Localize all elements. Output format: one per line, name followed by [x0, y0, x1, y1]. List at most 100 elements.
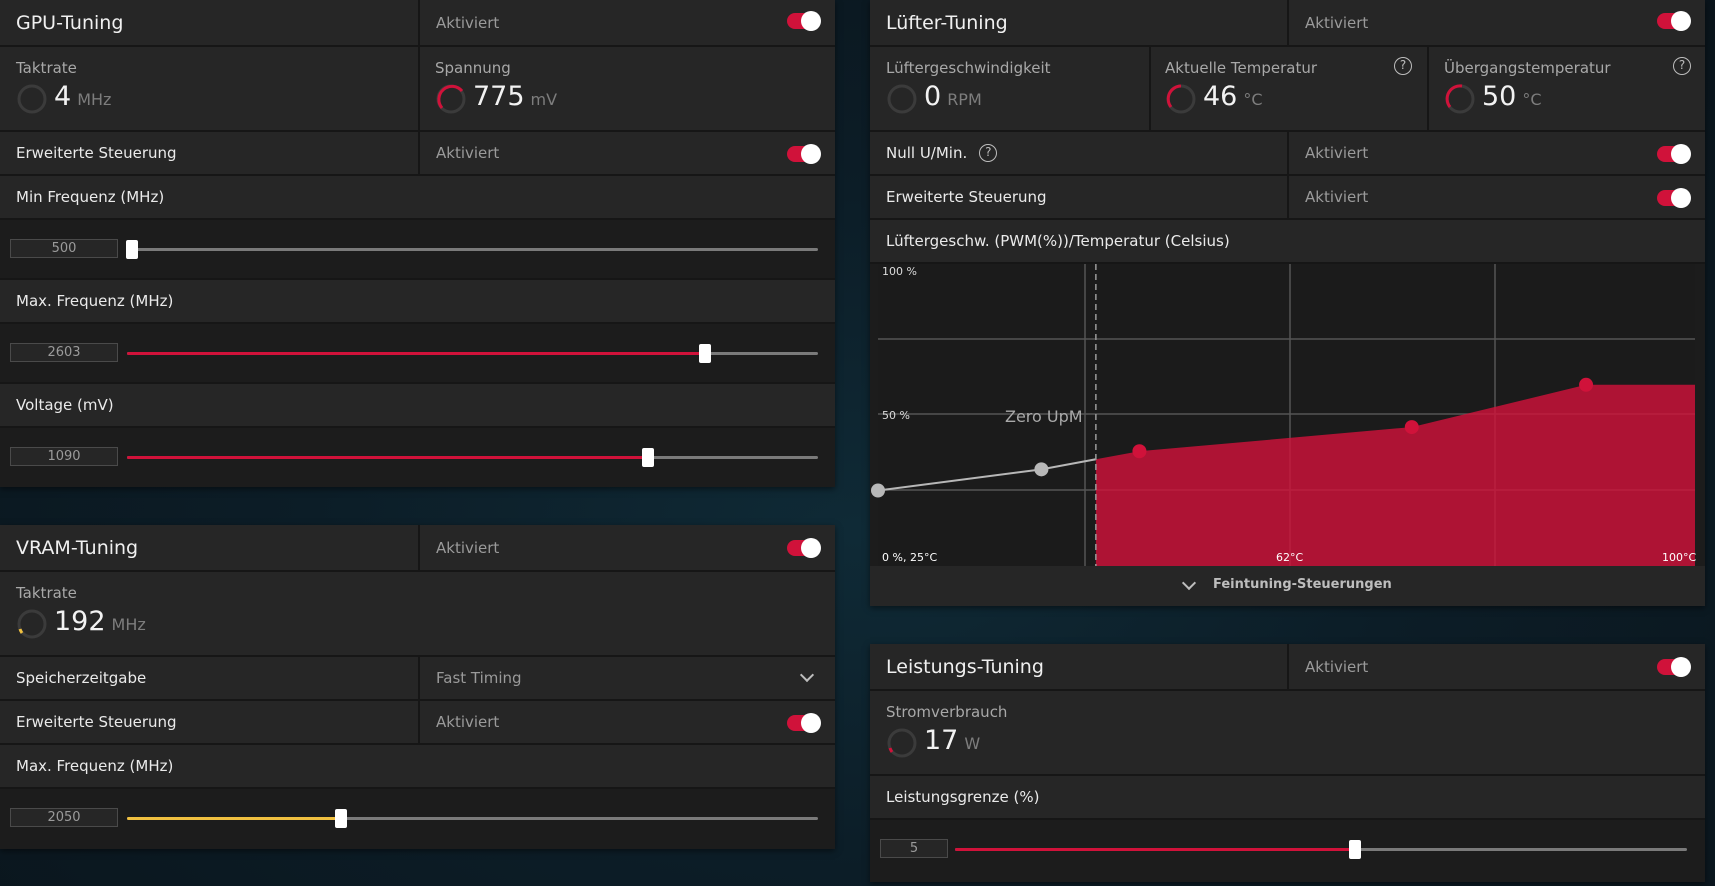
- fan-curve-title: Lüftergeschw. (PWM(%))/Temperatur (Celsi…: [886, 232, 1230, 250]
- fan-curve-point[interactable]: [1132, 444, 1147, 459]
- vram-advanced-status: Aktiviert: [436, 713, 500, 731]
- gpu-max-freq-slider[interactable]: [127, 344, 818, 363]
- power-title: Leistungs-Tuning: [886, 655, 1044, 678]
- help-icon[interactable]: ?: [1394, 57, 1412, 75]
- gauge-icon: [1445, 84, 1475, 114]
- fan-curve-point[interactable]: [1404, 420, 1419, 435]
- power-limit-thumb[interactable]: [1349, 840, 1362, 859]
- fan-curve-point[interactable]: [1579, 377, 1594, 392]
- gpu-min-freq-slider-row: 500: [0, 220, 835, 280]
- vram-clock-label: Taktrate: [16, 584, 77, 602]
- vram-max-freq-input[interactable]: 2050: [10, 808, 118, 827]
- gpu-min-freq-slider[interactable]: [126, 240, 818, 259]
- power-status: Aktiviert: [1305, 657, 1369, 676]
- slider-fill: [127, 352, 705, 355]
- fan-curve-chart[interactable]: 100 % 50 % 0 %, 25°C 62°C 100°C Zero UpM: [870, 264, 1705, 566]
- vram-tuning-toggle[interactable]: [787, 538, 821, 558]
- gpu-voltage-input[interactable]: 1090: [10, 447, 118, 466]
- fan-header-row: Lüfter-Tuning Aktiviert: [870, 0, 1705, 47]
- fan-zero-rpm-label: Null U/Min.: [886, 144, 968, 162]
- gauge-icon: [1166, 84, 1196, 114]
- toggle-knob: [801, 144, 821, 164]
- vram-advanced-toggle[interactable]: [787, 713, 821, 733]
- fan-zero-rpm-toggle[interactable]: [1657, 144, 1691, 164]
- vram-max-freq-slider-row: 2050: [0, 789, 835, 849]
- fan-curve-point[interactable]: [871, 483, 885, 498]
- power-limit-slider[interactable]: [955, 840, 1687, 859]
- vram-header-row: VRAM-Tuning Aktiviert: [0, 525, 835, 572]
- power-limit-input[interactable]: 5: [880, 839, 948, 858]
- chevron-down-icon[interactable]: [1181, 575, 1197, 591]
- chart-label-x-mid: 62°C: [1276, 551, 1303, 564]
- fan-title: Lüfter-Tuning: [886, 11, 1008, 34]
- power-limit-label: Leistungsgrenze (%): [886, 788, 1040, 806]
- zero-rpm-label: Zero UpM: [1005, 407, 1083, 426]
- gpu-max-freq-slider-row: 2603: [0, 324, 835, 384]
- power-consumption-label: Stromverbrauch: [886, 703, 1008, 721]
- fan-advanced-label: Erweiterte Steuerung: [886, 188, 1047, 206]
- fan-metrics-row: Lüftergeschwindigkeit 0 RPM Aktuelle Temp…: [870, 47, 1705, 132]
- gpu-max-freq-label: Max. Frequenz (MHz): [16, 292, 174, 310]
- chart-label-y-mid: 50 %: [882, 409, 910, 422]
- gpu-voltage-thumb[interactable]: [642, 448, 654, 467]
- gpu-max-freq-thumb[interactable]: [698, 344, 711, 363]
- gpu-advanced-label: Erweiterte Steuerung: [16, 144, 177, 162]
- gpu-title: GPU-Tuning: [16, 11, 124, 34]
- gauge-icon: [887, 84, 917, 114]
- gpu-min-freq-input[interactable]: 500: [10, 239, 118, 258]
- fan-tuning-toggle[interactable]: [1657, 11, 1691, 31]
- gauge-icon: [17, 609, 47, 639]
- gpu-tuning-panel: GPU-Tuning Aktiviert Taktrate 4 MHz Spann…: [0, 0, 835, 487]
- vram-status: Aktiviert: [436, 538, 500, 557]
- gpu-voltage-value: 775 mV: [473, 81, 558, 112]
- fan-curve-point[interactable]: [1034, 462, 1049, 477]
- fan-fine-tuning-label: Feintuning-Steuerungen: [1213, 577, 1392, 592]
- toggle-knob: [1671, 11, 1691, 31]
- power-consumption-value: 17 W: [924, 725, 981, 756]
- fan-temp-label: Aktuelle Temperatur: [1165, 59, 1318, 77]
- vram-timing-value: Fast Timing: [436, 669, 522, 687]
- vram-timing-dropdown[interactable]: Fast Timing: [418, 657, 835, 699]
- chart-label-x-max: 100°C: [1662, 551, 1696, 564]
- fan-status: Aktiviert: [1305, 13, 1369, 32]
- chart-label-origin: 0 %, 25°C: [882, 551, 937, 564]
- gpu-min-freq-label: Min Frequenz (MHz): [16, 188, 165, 206]
- toggle-knob: [1671, 188, 1691, 208]
- help-icon[interactable]: ?: [1673, 57, 1691, 75]
- gauge-icon: [887, 728, 917, 758]
- gpu-voltage-label: Spannung: [435, 59, 511, 77]
- gauge-icon: [436, 84, 466, 114]
- toggle-knob: [1671, 657, 1691, 677]
- gpu-voltage-slider[interactable]: [127, 448, 818, 467]
- vram-max-freq-thumb[interactable]: [334, 809, 347, 828]
- fan-fine-tuning-row[interactable]: Feintuning-Steuerungen: [870, 566, 1705, 606]
- gpu-tuning-toggle[interactable]: [787, 11, 821, 31]
- toggle-knob: [801, 11, 821, 31]
- gpu-header-row: GPU-Tuning Aktiviert: [0, 0, 835, 47]
- gpu-max-freq-input[interactable]: 2603: [10, 343, 118, 362]
- fan-junction-label: Übergangstemperatur: [1444, 59, 1611, 77]
- gpu-clock-label: Taktrate: [16, 59, 77, 77]
- vram-max-freq-row: Max. Frequenz (MHz): [0, 745, 835, 789]
- gpu-advanced-row: Erweiterte Steuerung Aktiviert: [0, 132, 835, 176]
- gpu-clock-value: 4 MHz: [54, 81, 112, 112]
- slider-fill: [127, 817, 341, 820]
- vram-advanced-label: Erweiterte Steuerung: [16, 713, 177, 731]
- fan-curve-title-row: Lüftergeschw. (PWM(%))/Temperatur (Celsi…: [870, 220, 1705, 264]
- slider-fill: [127, 456, 648, 459]
- gpu-status: Aktiviert: [436, 13, 500, 32]
- vram-clock-value: 192 MHz: [54, 606, 146, 637]
- gpu-metrics-row: Taktrate 4 MHz Spannung 775 mV: [0, 47, 835, 132]
- vram-tuning-panel: VRAM-Tuning Aktiviert Taktrate 192 MHz Sp…: [0, 525, 835, 849]
- help-icon[interactable]: ?: [979, 144, 998, 162]
- chart-label-y-top: 100 %: [882, 265, 917, 278]
- fan-zero-rpm-row: Null U/Min. ? Aktiviert: [870, 132, 1705, 176]
- power-tuning-toggle[interactable]: [1657, 657, 1691, 677]
- vram-max-freq-slider[interactable]: [127, 809, 818, 828]
- fan-tuning-panel: Lüfter-Tuning Aktiviert Lüftergeschwindi…: [870, 0, 1705, 606]
- gpu-min-freq-thumb[interactable]: [126, 240, 138, 259]
- fan-advanced-toggle[interactable]: [1657, 188, 1691, 208]
- power-limit-slider-row: 5: [870, 820, 1705, 882]
- toggle-knob: [1671, 144, 1691, 164]
- gpu-advanced-toggle[interactable]: [787, 144, 821, 164]
